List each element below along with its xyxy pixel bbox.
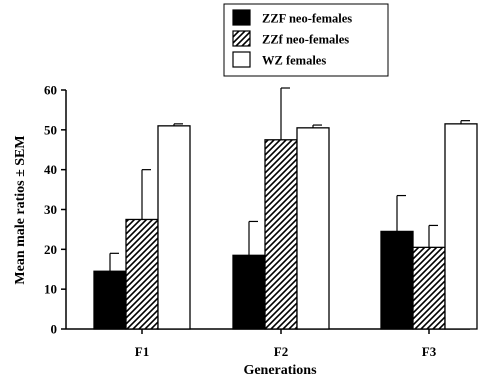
- x-axis-title: Generations: [243, 363, 317, 378]
- y-tick-label: 60: [44, 83, 57, 98]
- bar-zzf-neo-females-f3: [380, 230, 414, 330]
- legend-label: ZZF neo-females: [262, 12, 352, 26]
- y-tick-label: 10: [44, 282, 57, 297]
- y-tick-label: 30: [44, 202, 57, 217]
- legend-box: [223, 3, 389, 77]
- bar-zzf-neo-females-f3: [412, 246, 446, 330]
- bar-zzf-neo-females-f2: [264, 139, 298, 330]
- bar-wz-females-f3: [444, 123, 478, 330]
- x-category-label: F1: [135, 344, 149, 359]
- bar-zzf-neo-females-f1: [93, 270, 127, 330]
- x-category-label: F3: [422, 344, 437, 359]
- y-tick-label: 0: [51, 322, 58, 337]
- legend: ZZF neo-females ZZf neo-females WZ females: [223, 3, 389, 77]
- bar-zzf-neo-females-f1: [125, 218, 159, 330]
- legend-label: ZZf neo-females: [262, 33, 349, 47]
- legend-label: WZ females: [262, 54, 326, 68]
- y-axis-title: Mean male ratios ± SEM: [13, 135, 28, 284]
- x-category-label: F2: [274, 344, 288, 359]
- bar-zzf-neo-females-f2: [232, 254, 266, 330]
- bar-wz-females-f1: [157, 125, 191, 330]
- bar-wz-females-f2: [296, 127, 330, 330]
- legend-swatch: [232, 51, 251, 68]
- y-tick-label: 40: [44, 162, 57, 177]
- legend-swatch: [232, 9, 251, 26]
- y-tick-label: 50: [44, 122, 57, 137]
- legend-swatch: [232, 30, 251, 47]
- y-tick-label: 20: [44, 242, 57, 257]
